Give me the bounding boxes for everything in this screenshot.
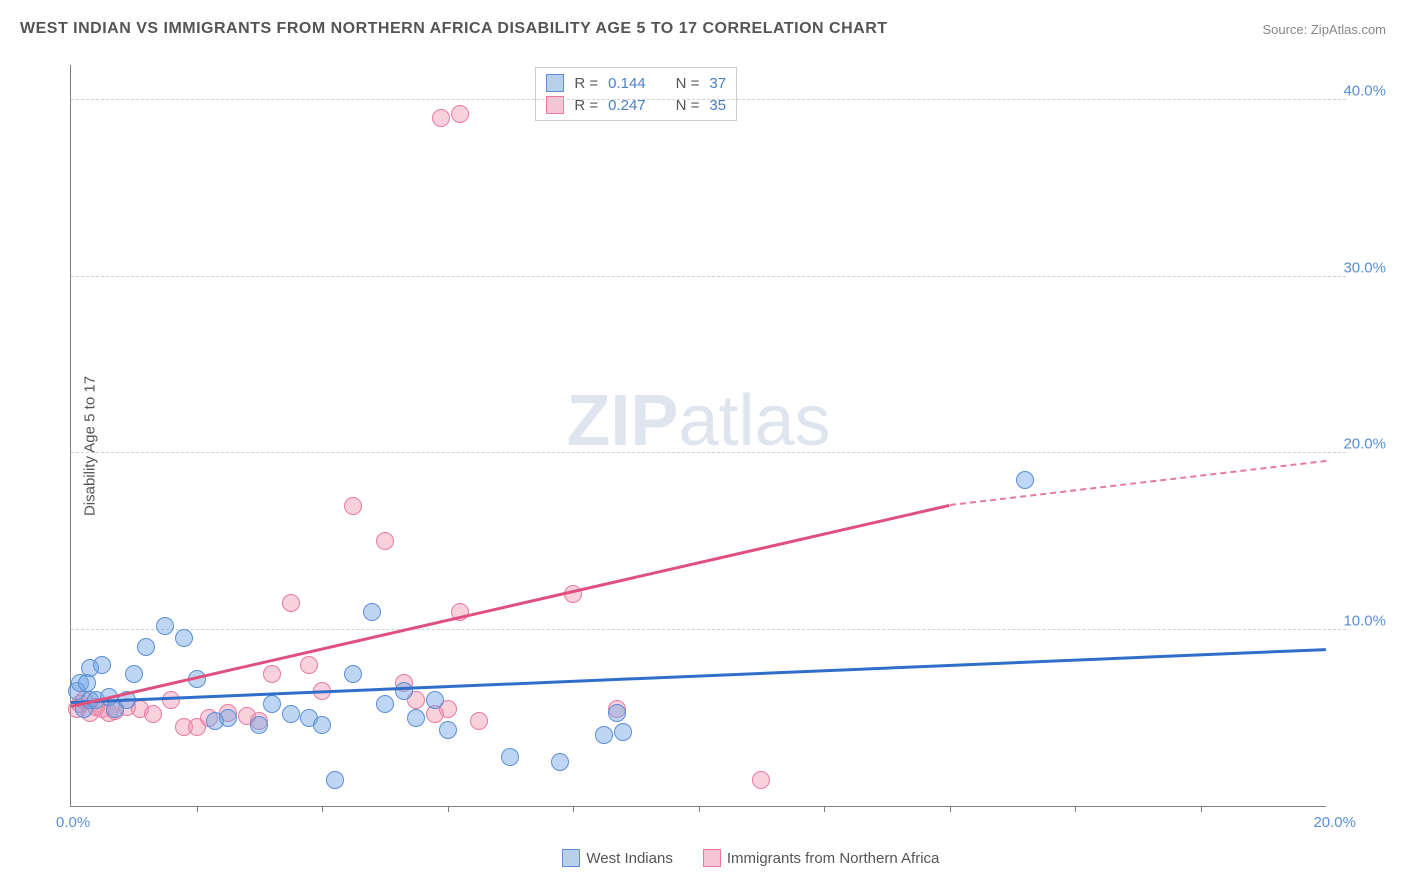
- scatter-point-series-1: [432, 109, 450, 127]
- gridline: [71, 452, 1346, 453]
- scatter-point-series-0: [501, 748, 519, 766]
- scatter-point-series-0: [93, 656, 111, 674]
- chart-header: WEST INDIAN VS IMMIGRANTS FROM NORTHERN …: [20, 20, 1386, 38]
- watermark-thin: atlas: [678, 381, 830, 461]
- scatter-point-series-0: [282, 705, 300, 723]
- scatter-point-series-0: [614, 723, 632, 741]
- scatter-point-series-1: [376, 532, 394, 550]
- scatter-point-series-0: [551, 753, 569, 771]
- x-tick: [448, 806, 449, 812]
- y-tick-label: 40.0%: [1343, 83, 1386, 100]
- scatter-point-series-0: [125, 665, 143, 683]
- y-tick-label: 10.0%: [1343, 612, 1386, 629]
- scatter-point-series-0: [426, 691, 444, 709]
- scatter-point-series-0: [439, 721, 457, 739]
- trend-dash-series-1: [949, 460, 1326, 506]
- chart-source: Source: ZipAtlas.com: [1262, 22, 1386, 37]
- gridline: [71, 629, 1346, 630]
- legend-label-1: Immigrants from Northern Africa: [727, 850, 940, 867]
- stats-row-0: R = 0.144 N = 37: [546, 72, 726, 94]
- scatter-point-series-0: [326, 771, 344, 789]
- x-tick: [322, 806, 323, 812]
- bottom-legend: West Indians Immigrants from Northern Af…: [562, 849, 939, 867]
- scatter-point-series-0: [363, 603, 381, 621]
- gridline: [71, 276, 1346, 277]
- swatch-series-0: [546, 74, 564, 92]
- scatter-point-series-1: [263, 665, 281, 683]
- scatter-point-series-0: [263, 695, 281, 713]
- scatter-point-series-1: [144, 705, 162, 723]
- stats-n-label-0: N =: [676, 75, 700, 92]
- y-tick-label: 20.0%: [1343, 436, 1386, 453]
- trend-line-series-0: [71, 648, 1326, 703]
- plot-area: ZIPatlas R = 0.144 N = 37 R = 0.247 N = …: [70, 65, 1326, 807]
- x-tick: [1201, 806, 1202, 812]
- stats-n-value-0: 37: [709, 75, 726, 92]
- scatter-point-series-1: [470, 712, 488, 730]
- scatter-point-series-1: [162, 691, 180, 709]
- legend-item-1: Immigrants from Northern Africa: [703, 849, 940, 867]
- scatter-point-series-1: [344, 497, 362, 515]
- scatter-point-series-0: [407, 709, 425, 727]
- trend-line-series-1: [71, 504, 950, 708]
- x-tick: [1075, 806, 1076, 812]
- x-axis-min-label: 0.0%: [56, 814, 90, 831]
- y-tick-label: 30.0%: [1343, 259, 1386, 276]
- scatter-point-series-0: [608, 704, 626, 722]
- stats-row-1: R = 0.247 N = 35: [546, 94, 726, 116]
- chart-title: WEST INDIAN VS IMMIGRANTS FROM NORTHERN …: [20, 20, 888, 38]
- x-tick: [699, 806, 700, 812]
- scatter-point-series-0: [313, 716, 331, 734]
- x-axis-max-label: 20.0%: [1313, 814, 1356, 831]
- scatter-point-series-1: [451, 105, 469, 123]
- scatter-point-series-0: [250, 716, 268, 734]
- x-tick: [573, 806, 574, 812]
- scatter-point-series-0: [376, 695, 394, 713]
- scatter-point-series-0: [137, 638, 155, 656]
- x-tick: [197, 806, 198, 812]
- legend-item-0: West Indians: [562, 849, 672, 867]
- x-tick: [950, 806, 951, 812]
- watermark: ZIPatlas: [566, 380, 830, 462]
- legend-swatch-0: [562, 849, 580, 867]
- gridline: [71, 99, 1346, 100]
- stats-r-label-0: R =: [574, 75, 598, 92]
- legend-label-0: West Indians: [586, 850, 672, 867]
- stats-r-value-0: 0.144: [608, 75, 646, 92]
- watermark-bold: ZIP: [566, 381, 678, 461]
- scatter-point-series-0: [1016, 471, 1034, 489]
- scatter-point-series-0: [344, 665, 362, 683]
- scatter-point-series-0: [395, 682, 413, 700]
- stats-legend-box: R = 0.144 N = 37 R = 0.247 N = 35: [535, 67, 737, 121]
- scatter-point-series-0: [595, 726, 613, 744]
- scatter-point-series-0: [156, 617, 174, 635]
- scatter-point-series-0: [219, 709, 237, 727]
- scatter-point-series-1: [752, 771, 770, 789]
- scatter-point-series-1: [282, 594, 300, 612]
- x-tick: [824, 806, 825, 812]
- scatter-point-series-0: [175, 629, 193, 647]
- chart-container: Disability Age 5 to 17 ZIPatlas R = 0.14…: [50, 55, 1346, 837]
- legend-swatch-1: [703, 849, 721, 867]
- scatter-point-series-1: [300, 656, 318, 674]
